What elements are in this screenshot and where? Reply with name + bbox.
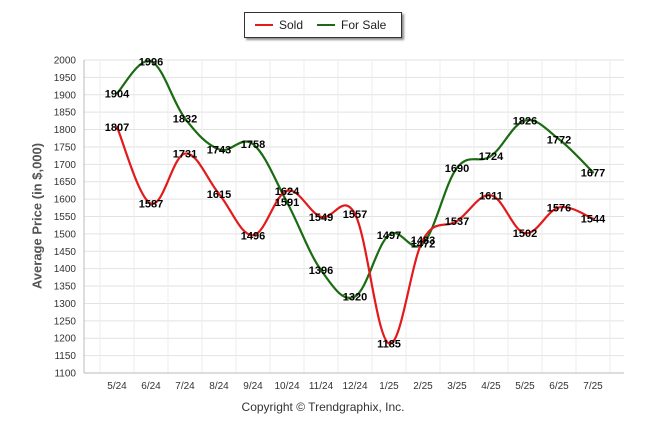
axes: 1100 1150 1200 1250 1300 1350 1400 1450 1500 1550… bbox=[54, 56, 624, 392]
x-tick-label: 11/24 bbox=[309, 381, 334, 392]
x-tick-label: 4/25 bbox=[481, 381, 501, 392]
series-line-sold bbox=[115, 126, 595, 345]
x-tick-label: 5/25 bbox=[515, 381, 535, 392]
data-label-sold: 1587 bbox=[139, 199, 163, 211]
y-tick-label: 1150 bbox=[54, 351, 76, 362]
data-label-sold: 1611 bbox=[479, 190, 503, 202]
data-label-sold: 1496 bbox=[241, 230, 265, 242]
data-labels: 1807 1587 1731 1615 1496 1624 1549 1557 1185 1483… bbox=[105, 56, 606, 350]
y-tick-label: 1550 bbox=[54, 212, 77, 223]
data-label-sold: 1544 bbox=[581, 214, 606, 226]
data-label-sold: 1537 bbox=[445, 216, 469, 228]
data-label-for-sale: 1832 bbox=[173, 113, 197, 125]
y-tick-label: 1650 bbox=[54, 177, 77, 188]
data-label-for-sale: 1497 bbox=[377, 230, 401, 242]
data-label-sold: 1624 bbox=[275, 186, 300, 198]
y-tick-label: 1850 bbox=[54, 108, 77, 119]
y-tick-label: 1450 bbox=[54, 247, 77, 258]
grid-lines bbox=[84, 59, 624, 374]
x-tick-label: 5/24 bbox=[107, 381, 127, 392]
y-tick-label: 1800 bbox=[54, 125, 77, 136]
data-label-for-sale: 1743 bbox=[207, 144, 231, 156]
y-tick-label: 2000 bbox=[54, 56, 77, 67]
data-label-sold: 1557 bbox=[343, 209, 367, 221]
legend-swatch-for-sale bbox=[317, 24, 335, 26]
y-tick-label: 1200 bbox=[54, 334, 77, 345]
data-label-for-sale: 1320 bbox=[343, 291, 367, 303]
y-tick-label: 1500 bbox=[54, 229, 77, 240]
y-tick-label: 1950 bbox=[54, 73, 77, 84]
data-label-for-sale: 1677 bbox=[581, 167, 605, 179]
data-label-sold: 1731 bbox=[173, 149, 197, 161]
data-label-for-sale: 1591 bbox=[275, 197, 299, 209]
x-tick-label: 10/24 bbox=[274, 381, 299, 392]
data-label-sold: 1615 bbox=[207, 189, 231, 201]
legend-item-sold[interactable]: Sold bbox=[255, 13, 303, 37]
data-label-for-sale: 1758 bbox=[241, 139, 265, 151]
y-tick-label: 1350 bbox=[54, 282, 77, 293]
data-label-for-sale: 1826 bbox=[513, 116, 537, 128]
data-label-sold: 1185 bbox=[377, 338, 401, 350]
x-tick-label: 2/25 bbox=[413, 381, 433, 392]
legend-label-sold: Sold bbox=[279, 18, 304, 32]
y-tick-label: 1300 bbox=[54, 299, 77, 310]
x-tick-label: 7/24 bbox=[175, 381, 195, 392]
legend-item-for-sale[interactable]: For Sale bbox=[317, 13, 386, 37]
x-tick-label: 6/24 bbox=[141, 381, 161, 392]
data-label-for-sale: 1396 bbox=[309, 265, 333, 277]
series-lines bbox=[115, 60, 595, 345]
series-line-for-sale bbox=[115, 60, 595, 299]
y-tick-label: 1900 bbox=[54, 90, 77, 101]
data-label-sold: 1549 bbox=[309, 212, 333, 224]
data-label-for-sale: 1724 bbox=[479, 151, 504, 163]
data-label-for-sale: 1996 bbox=[139, 56, 163, 68]
copyright-footer: Copyright © Trendgraphix, Inc. bbox=[241, 400, 405, 414]
y-tick-label: 1100 bbox=[54, 369, 76, 380]
x-tick-label: 6/25 bbox=[549, 381, 569, 392]
x-tick-label: 12/24 bbox=[342, 381, 367, 392]
legend-swatch-sold bbox=[255, 24, 273, 26]
y-axis-title: Average Price (in $,000) bbox=[29, 142, 45, 290]
x-tick-label: 8/24 bbox=[209, 381, 229, 392]
y-tick-label: 1250 bbox=[54, 316, 77, 327]
data-label-for-sale: 1690 bbox=[445, 163, 469, 175]
y-tick-label: 1600 bbox=[54, 195, 77, 206]
data-label-sold: 1502 bbox=[513, 228, 537, 240]
data-label-for-sale: 1904 bbox=[105, 88, 130, 100]
x-tick-label: 1/25 bbox=[379, 381, 399, 392]
x-tick-label: 3/25 bbox=[447, 381, 467, 392]
data-label-for-sale: 1472 bbox=[411, 239, 435, 251]
x-tick-label: 7/25 bbox=[583, 381, 603, 392]
data-label-sold: 1483 bbox=[411, 235, 435, 247]
data-label-for-sale: 1772 bbox=[547, 134, 571, 146]
y-tick-label: 1400 bbox=[54, 264, 77, 275]
legend-label-for-sale: For Sale bbox=[341, 18, 387, 32]
x-tick-label: 9/24 bbox=[243, 381, 263, 392]
data-label-sold: 1807 bbox=[105, 122, 129, 134]
legend: Sold For Sale bbox=[244, 12, 402, 38]
y-tick-label: 1750 bbox=[54, 142, 77, 153]
data-label-sold: 1576 bbox=[547, 202, 571, 214]
y-tick-label: 1700 bbox=[54, 160, 77, 171]
